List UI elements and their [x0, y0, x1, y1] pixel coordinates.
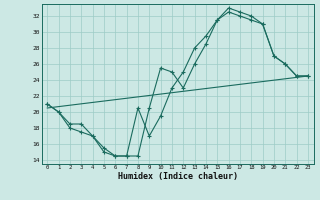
X-axis label: Humidex (Indice chaleur): Humidex (Indice chaleur) [118, 172, 237, 181]
